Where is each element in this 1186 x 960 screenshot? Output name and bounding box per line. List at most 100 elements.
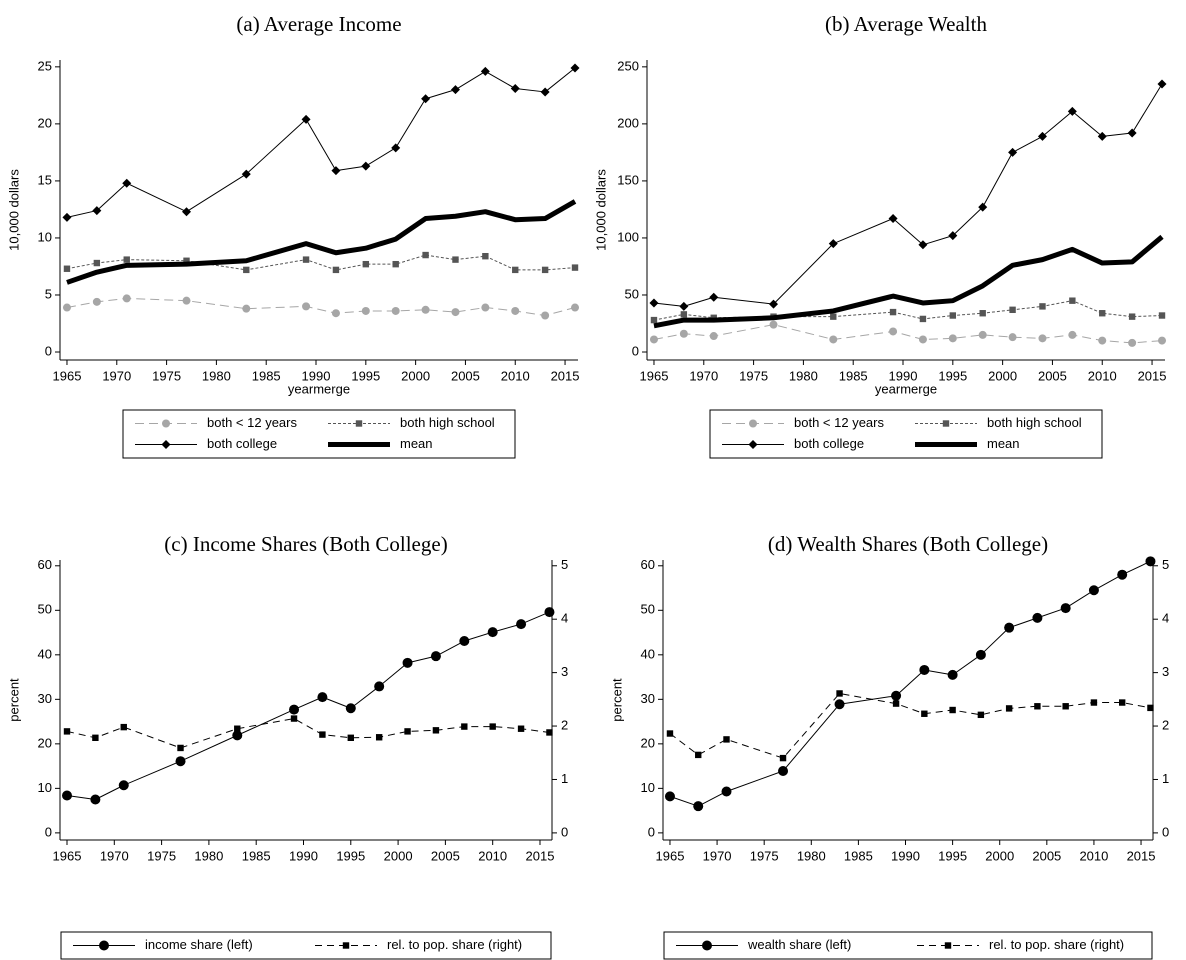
marker	[1068, 330, 1077, 339]
x-tick-label: 1985	[839, 368, 868, 383]
x-tick-label: 1970	[703, 848, 732, 863]
marker	[540, 87, 550, 97]
x-tick-label: 2005	[431, 848, 460, 863]
legend-marker	[342, 942, 350, 949]
series-line	[66, 199, 577, 285]
legend-marker	[355, 420, 363, 427]
x-tick-label: 1980	[202, 368, 231, 383]
series-line	[669, 560, 1151, 807]
marker	[1060, 603, 1071, 614]
y-tick-label: 40	[641, 646, 655, 661]
marker	[921, 710, 928, 717]
marker	[679, 329, 688, 338]
marker	[541, 311, 550, 320]
y2-tick-label: 5	[1162, 557, 1169, 572]
marker	[451, 308, 460, 317]
marker	[830, 313, 837, 320]
x-tick-label: 1975	[750, 848, 779, 863]
series-line	[66, 611, 550, 800]
series-line	[653, 83, 1163, 307]
marker	[1097, 131, 1107, 141]
x-tick-label: 1965	[640, 368, 669, 383]
x-tick-label: 1975	[147, 848, 176, 863]
marker	[63, 728, 71, 735]
legend-label: wealth share (left)	[747, 937, 851, 952]
chart-title: (a) Average Income	[236, 12, 401, 36]
marker	[461, 723, 468, 730]
marker	[779, 754, 787, 762]
marker	[1039, 303, 1046, 310]
legend-marker	[944, 942, 952, 949]
x-tick-label: 2015	[1127, 848, 1156, 863]
marker	[510, 84, 520, 94]
marker	[1062, 703, 1069, 710]
marker	[570, 63, 580, 73]
marker	[695, 751, 702, 759]
marker	[62, 790, 73, 801]
marker	[122, 294, 131, 303]
marker	[175, 756, 186, 767]
x-tick-label: 1990	[891, 848, 920, 863]
marker	[975, 649, 986, 660]
y-tick-label: 40	[38, 646, 52, 661]
marker	[332, 266, 340, 274]
marker	[1037, 131, 1047, 141]
x-tick-label: 1990	[289, 848, 318, 863]
marker	[1009, 306, 1016, 314]
y-axis-label: 10,000 dollars	[6, 169, 21, 251]
legend-label: mean	[987, 436, 1020, 451]
series-line	[66, 254, 576, 271]
marker	[182, 207, 192, 217]
y-tick-label: 5	[45, 286, 52, 301]
marker	[302, 256, 310, 263]
marker	[118, 780, 129, 791]
x-tick-label: 1995	[336, 848, 365, 863]
marker	[1088, 585, 1099, 596]
marker	[1069, 297, 1076, 304]
x-tick-label: 1995	[351, 368, 380, 383]
series-line	[66, 67, 576, 218]
marker	[302, 302, 311, 311]
y2-tick-label: 2	[561, 717, 568, 732]
x-tick-label: 1980	[797, 848, 826, 863]
legend-marker	[942, 420, 950, 427]
legend-label: both < 12 years	[794, 415, 884, 430]
marker	[828, 239, 838, 249]
y-tick-label: 50	[625, 286, 639, 301]
y-tick-label: 60	[641, 557, 655, 572]
marker	[778, 766, 789, 777]
marker	[489, 723, 496, 730]
marker	[978, 330, 987, 339]
x-tick-label: 2015	[1138, 368, 1167, 383]
marker	[62, 212, 72, 222]
legend-box	[60, 931, 552, 960]
x-tick-label: 1965	[53, 848, 82, 863]
marker	[1098, 336, 1107, 345]
x-tick-label: 1965	[53, 368, 82, 383]
marker	[487, 627, 498, 638]
x-tick-label: 1980	[789, 368, 818, 383]
marker	[650, 316, 658, 324]
marker	[1004, 622, 1015, 633]
y2-tick-label: 0	[561, 824, 568, 839]
marker	[452, 256, 459, 263]
marker	[183, 257, 190, 264]
marker	[1157, 79, 1167, 89]
legend-marker	[702, 940, 712, 951]
marker	[918, 335, 927, 344]
marker	[1158, 336, 1167, 345]
marker	[232, 730, 243, 741]
marker	[1008, 147, 1018, 157]
marker	[392, 260, 399, 268]
y-tick-label: 10	[641, 780, 655, 795]
marker	[721, 786, 732, 797]
y-tick-label: 250	[617, 58, 639, 73]
marker	[1118, 699, 1126, 706]
marker	[709, 292, 719, 302]
marker	[888, 214, 898, 224]
marker	[404, 728, 411, 735]
x-tick-label: 1970	[689, 368, 718, 383]
y2-tick-label: 1	[561, 771, 568, 786]
legend-label: both high school	[400, 415, 495, 430]
